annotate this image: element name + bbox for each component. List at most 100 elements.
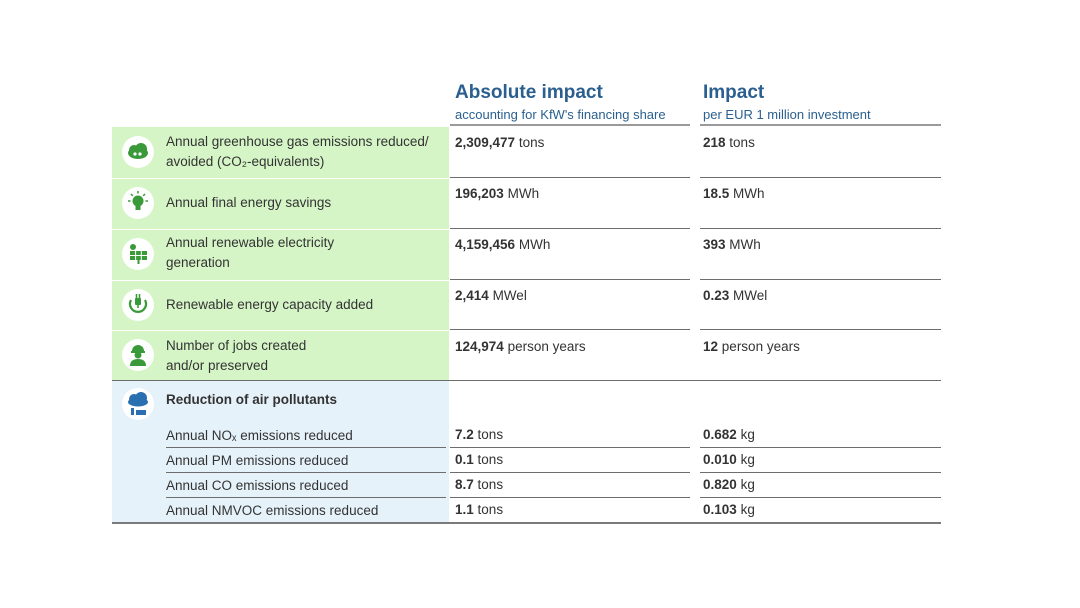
row-divider: [700, 497, 941, 498]
abs-value-renewable-generation: 4,159,456 MWh: [455, 237, 550, 252]
table-bottom-border: [112, 522, 941, 524]
rel-number: 393: [703, 237, 726, 252]
row-divider: [450, 447, 690, 448]
lightbulb-icon: [122, 187, 154, 219]
abs-unit: tons: [477, 427, 504, 442]
row-divider: [450, 472, 690, 473]
impact-subtitle: per EUR 1 million investment: [703, 107, 871, 122]
pollutants-title: Reduction of air pollutants: [166, 392, 337, 407]
header-underline-impact: [700, 124, 941, 126]
pollutant-label-co: Annual CO emissions reduced: [166, 478, 349, 493]
rel-value-capacity: 0.23 MWel: [703, 288, 767, 303]
rel-unit: kg: [740, 477, 755, 492]
abs-value-jobs: 124,974 person years: [455, 339, 586, 354]
row-divider-left: [112, 330, 449, 331]
abs-number: 7.2: [455, 427, 474, 442]
abs-value-nmvoc: 1.1 tons: [455, 502, 503, 517]
rel-number: 0.23: [703, 288, 730, 303]
row-label-energy-savings: Annual final energy savings: [166, 193, 331, 213]
row-divider-left: [112, 178, 941, 179]
row-label-line: Renewable energy capacity added: [166, 297, 374, 312]
table-row: Number of jobs created and/or preserved …: [112, 331, 941, 380]
row-divider: [700, 228, 941, 229]
rel-value-nmvoc: 0.103 kg: [703, 502, 755, 517]
rel-number: 0.103: [703, 502, 737, 517]
abs-unit: MWel: [492, 288, 527, 303]
pollutant-label-nmvoc: Annual NMVOC emissions reduced: [166, 503, 379, 518]
row-divider: [450, 279, 690, 280]
row-divider: [166, 497, 446, 498]
rel-unit: MWh: [733, 186, 765, 201]
table-row: Annual final energy savings 196,203 MWh …: [112, 179, 941, 229]
rel-unit: kg: [740, 502, 755, 517]
abs-unit: MWh: [507, 186, 540, 201]
row-divider: [166, 447, 446, 448]
abs-unit: tons: [477, 452, 504, 467]
rel-value-ghg: 218 tons: [703, 135, 755, 150]
factory-cloud-icon: [122, 388, 154, 420]
plug-icon: [122, 289, 154, 321]
table-row: Annual renewable electricity generation …: [112, 230, 941, 280]
rel-unit: kg: [740, 427, 755, 442]
row-divider: [450, 329, 690, 330]
rel-unit: MWel: [733, 288, 768, 303]
rel-number: 12: [703, 339, 719, 354]
blue-section-bg: [112, 381, 449, 523]
row-label-renewable-generation: Annual renewable electricity generation: [166, 233, 334, 273]
rel-value-co: 0.820 kg: [703, 477, 755, 492]
abs-value-capacity: 2,414 MWel: [455, 288, 527, 303]
abs-value-pm: 0.1 tons: [455, 452, 503, 467]
row-label-line: avoided (CO₂-equivalents): [166, 154, 325, 169]
row-divider: [700, 329, 941, 330]
row-label-jobs: Number of jobs created and/or preserved: [166, 336, 306, 376]
rel-number: 218: [703, 135, 726, 150]
row-label-line: and/or preserved: [166, 358, 269, 373]
abs-number: 4,159,456: [455, 237, 516, 252]
rel-number: 0.010: [703, 452, 737, 467]
abs-number: 2,414: [455, 288, 489, 303]
abs-unit: tons: [477, 477, 504, 492]
row-divider: [700, 472, 941, 473]
abs-number: 124,974: [455, 339, 504, 354]
rel-value-nox: 0.682 kg: [703, 427, 755, 442]
abs-unit: person years: [507, 339, 586, 354]
row-label-line: Number of jobs created: [166, 338, 307, 353]
abs-number: 196,203: [455, 186, 504, 201]
abs-value-co: 8.7 tons: [455, 477, 503, 492]
abs-unit: MWh: [518, 237, 551, 252]
table-row: Renewable energy capacity added 2,414 MW…: [112, 281, 941, 330]
green-section-bg: [112, 127, 449, 380]
abs-number: 0.1: [455, 452, 474, 467]
row-label-line: Annual greenhouse gas emissions reduced/: [166, 134, 429, 149]
abs-number: 2,309,477: [455, 135, 516, 150]
abs-number: 1.1: [455, 502, 474, 517]
rel-value-energy-savings: 18.5 MWh: [703, 186, 765, 201]
rel-number: 0.820: [703, 477, 737, 492]
abs-value-ghg: 2,309,477 tons: [455, 135, 544, 150]
rel-unit: tons: [729, 135, 755, 150]
row-divider: [450, 497, 690, 498]
rel-value-jobs: 12 person years: [703, 339, 800, 354]
pollutant-label-nox: Annual NOₓ emissions reduced: [166, 428, 353, 443]
rel-number: 0.682: [703, 427, 737, 442]
rel-number: 18.5: [703, 186, 730, 201]
rel-value-pm: 0.010 kg: [703, 452, 755, 467]
row-label-line: Annual renewable electricity: [166, 235, 335, 250]
impact-title: Impact: [703, 82, 765, 103]
row-divider-left: [112, 229, 449, 230]
row-label-line: Annual final energy savings: [166, 195, 332, 210]
solar-panel-icon: [122, 238, 154, 270]
absolute-impact-title: Absolute impact: [455, 82, 603, 103]
rel-value-renewable-generation: 393 MWh: [703, 237, 761, 252]
header-underline-absolute: [450, 124, 690, 126]
row-divider-left: [112, 280, 449, 281]
row-divider: [700, 447, 941, 448]
table-row: Annual greenhouse gas emissions reduced/…: [112, 127, 941, 178]
row-label-line: generation: [166, 255, 230, 270]
pollutant-label-pm: Annual PM emissions reduced: [166, 453, 349, 468]
rel-unit: person years: [721, 339, 800, 354]
row-divider: [700, 279, 941, 280]
worker-icon: [122, 339, 154, 371]
rel-unit: MWh: [729, 237, 761, 252]
row-divider: [450, 228, 690, 229]
